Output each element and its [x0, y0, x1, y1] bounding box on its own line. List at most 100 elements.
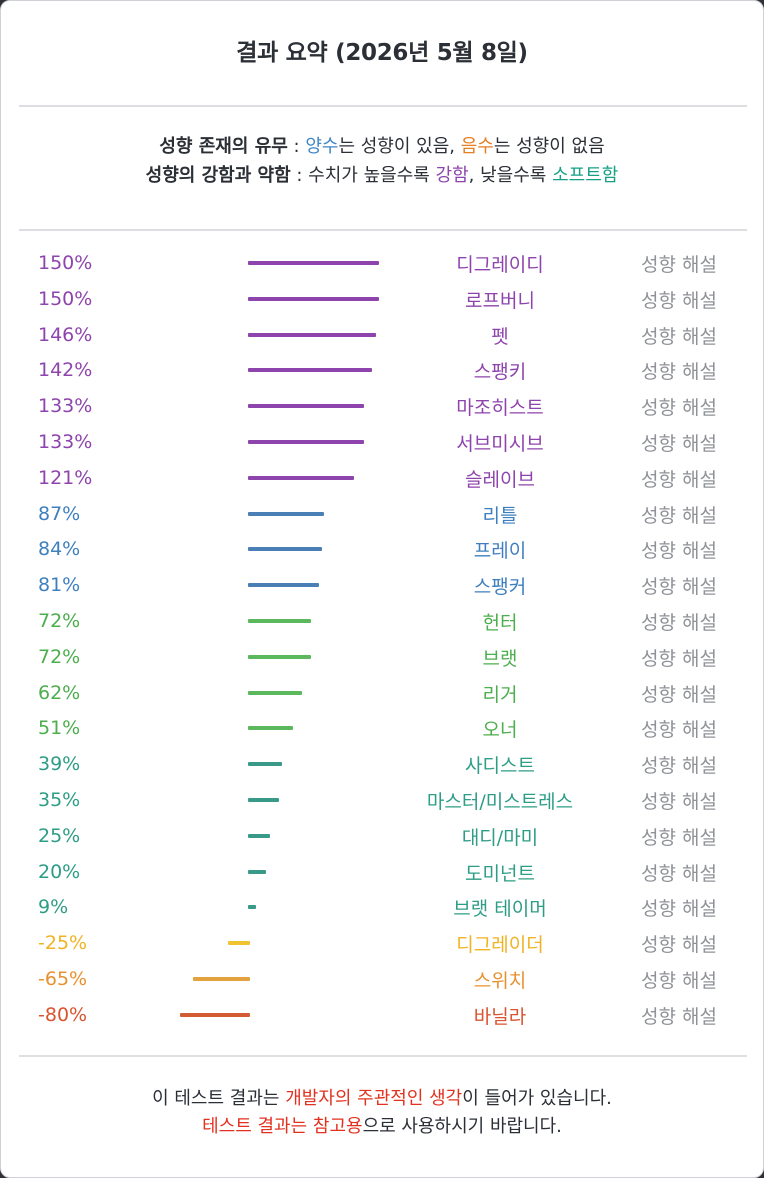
score-bar — [248, 404, 365, 409]
result-row: 84% 프레이 성향 해설 — [1, 535, 763, 569]
disclaimer-text: 이 테스트 결과는 — [152, 1088, 286, 1109]
percent-value: 133% — [38, 395, 93, 418]
tendency-explanation-link[interactable]: 성향 해설 — [641, 325, 717, 348]
tendency-explanation-link[interactable]: 성향 해설 — [641, 468, 717, 491]
tendency-name: 디그레이디 — [456, 254, 544, 276]
percent-value: 20% — [38, 860, 81, 883]
tendency-explanation-link[interactable]: 성향 해설 — [641, 970, 717, 992]
legend-text: : 수치가 높을수록 — [290, 165, 436, 186]
tendency-explanation-link[interactable]: 성향 해설 — [641, 719, 717, 742]
tendency-name: 로프버니 — [465, 289, 535, 312]
tendency-explanation-link[interactable]: 성향 해설 — [641, 612, 717, 634]
score-bar — [248, 833, 270, 838]
tendency-explanation-link[interactable]: 성향 해설 — [641, 254, 717, 276]
result-row: 62% 리거 성향 해설 — [1, 679, 763, 713]
score-bar — [193, 977, 250, 981]
disclaimer-highlight: 개발자의 주관적인 생각 — [285, 1088, 463, 1109]
score-bar — [248, 905, 256, 910]
legend-strength-label: 성향의 강함과 약함 — [145, 165, 291, 186]
percent-value: -25% — [38, 932, 88, 955]
percent-value: 150% — [38, 252, 93, 274]
score-bar — [248, 762, 283, 767]
percent-value: -80% — [38, 1003, 88, 1026]
percent-value: -65% — [38, 968, 88, 990]
result-row: -80% 바닐라 성향 해설 — [1, 1001, 763, 1035]
score-bar — [248, 511, 325, 516]
legend-line-1: 성향 존재의 유무 : 양수는 성향이 있음, 음수는 성향이 없음 — [1, 133, 763, 160]
percent-value: 35% — [38, 789, 81, 811]
percent-value: 25% — [38, 824, 81, 847]
tendency-explanation-link[interactable]: 성향 해설 — [641, 683, 717, 706]
result-row: 146% 펫 성향 해설 — [1, 321, 763, 355]
score-bar — [248, 798, 279, 802]
tendency-name: 스위치 — [473, 970, 527, 992]
tendency-explanation-link[interactable]: 성향 해설 — [641, 826, 717, 849]
score-bar — [228, 941, 250, 946]
tendency-explanation-link[interactable]: 성향 해설 — [641, 647, 717, 670]
percent-value: 133% — [38, 431, 93, 453]
disclaimer-highlight: 테스트 결과는 참고용 — [202, 1116, 363, 1137]
tendency-name: 사디스트 — [465, 755, 535, 778]
percent-value: 81% — [38, 574, 81, 597]
result-row: 20% 도미넌트 성향 해설 — [1, 858, 763, 892]
percent-value: 62% — [38, 681, 81, 704]
score-bar — [248, 619, 311, 623]
tendency-explanation-link[interactable]: 성향 해설 — [641, 755, 717, 778]
tendency-explanation-link[interactable]: 성향 해설 — [641, 576, 717, 599]
tendency-name: 리틀 — [482, 504, 518, 527]
score-bar — [248, 654, 311, 659]
result-row: 72% 브랫 성향 해설 — [1, 643, 763, 677]
tendency-explanation-link[interactable]: 성향 해설 — [641, 791, 717, 813]
score-bar — [248, 547, 322, 552]
legend-text: 는 성향이 있음, — [338, 136, 461, 157]
tendency-explanation-link[interactable]: 성향 해설 — [641, 504, 717, 527]
tendency-name: 마스터/미스트레스 — [426, 791, 574, 813]
disclaimer-line-1: 이 테스트 결과는 개발자의 주관적인 생각이 들어가 있습니다. — [1, 1085, 763, 1113]
legend-line-2: 성향의 강함과 약함 : 수치가 높을수록 강함, 낮을수록 소프트함 — [1, 162, 763, 189]
tendency-explanation-link[interactable]: 성향 해설 — [641, 433, 717, 455]
percent-value: 84% — [38, 538, 81, 561]
tendency-name: 대디/마미 — [461, 826, 539, 849]
tendency-name: 스팽커 — [473, 576, 527, 599]
tendency-name: 도미넌트 — [465, 862, 535, 885]
score-bar — [248, 332, 376, 337]
result-row: 121% 슬레이브 성향 해설 — [1, 464, 763, 498]
result-row: 35% 마스터/미스트레스 성향 해설 — [1, 786, 763, 820]
legend-text: 는 성향이 없음 — [493, 136, 605, 157]
tendency-explanation-link[interactable]: 성향 해설 — [641, 289, 717, 312]
tendency-explanation-link[interactable]: 성향 해설 — [641, 934, 717, 957]
score-bar — [248, 583, 319, 588]
tendency-explanation-link[interactable]: 성향 해설 — [641, 361, 717, 384]
legend-text: , 낮을수록 — [468, 165, 553, 186]
result-row: 39% 사디스트 성향 해설 — [1, 750, 763, 784]
tendency-name: 리거 — [482, 683, 518, 706]
tendency-name: 서브미시브 — [456, 433, 544, 455]
divider — [19, 105, 747, 107]
tendency-explanation-link[interactable]: 성향 해설 — [641, 397, 717, 420]
score-bar — [248, 440, 365, 444]
result-row: 133% 마조히스트 성향 해설 — [1, 392, 763, 426]
percent-value: 9% — [38, 896, 69, 919]
score-bar — [248, 368, 373, 373]
result-row: -65% 스위치 성향 해설 — [1, 965, 763, 999]
tendency-explanation-link[interactable]: 성향 해설 — [641, 540, 717, 563]
disclaimer: 이 테스트 결과는 개발자의 주관적인 생각이 들어가 있습니다. 테스트 결과… — [1, 1085, 763, 1141]
tendency-name: 스팽키 — [473, 361, 527, 384]
tendency-name: 마조히스트 — [456, 397, 544, 420]
percent-value: 146% — [38, 323, 93, 346]
percent-value: 142% — [38, 359, 93, 382]
percent-value: 150% — [38, 287, 93, 310]
tendency-explanation-link[interactable]: 성향 해설 — [641, 1005, 717, 1028]
result-row: 51% 오너 성향 해설 — [1, 714, 763, 748]
tendency-name: 디그레이더 — [456, 934, 544, 957]
divider — [19, 1055, 747, 1057]
result-row: 81% 스팽커 성향 해설 — [1, 571, 763, 605]
page-title: 결과 요약 (2026년 5월 8일) — [236, 40, 528, 66]
percent-value: 39% — [38, 753, 81, 776]
tendency-explanation-link[interactable]: 성향 해설 — [641, 898, 717, 921]
score-bar — [248, 690, 303, 695]
result-row: 142% 스팽키 성향 해설 — [1, 356, 763, 390]
legend-negative-word: 음수 — [460, 136, 494, 157]
legend-sep: : — [287, 136, 306, 157]
tendency-explanation-link[interactable]: 성향 해설 — [641, 862, 717, 885]
